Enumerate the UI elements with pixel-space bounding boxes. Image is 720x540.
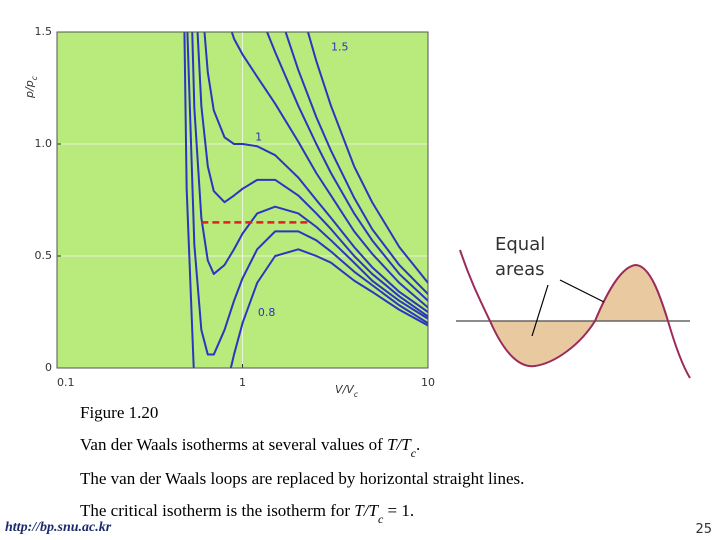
x-axis-label: V/Vc (335, 383, 359, 399)
y-tick-label: 1.5 (35, 25, 53, 38)
y-tick-label: 0 (45, 361, 52, 374)
y-axis-label-main: p/p (23, 80, 36, 99)
figure-number: Figure 1.20 (80, 403, 158, 422)
leader-line (531, 284, 549, 337)
page-number: 25 (695, 522, 712, 537)
x-axis-label-sub: c (354, 390, 359, 399)
y-axis-label: p/pc (23, 75, 39, 99)
isotherm-label: 1 (255, 130, 262, 143)
x-axis-label-main: V/V (335, 383, 355, 396)
y-tick-label: 1.0 (35, 137, 53, 150)
x-tick-label: 1 (239, 376, 246, 389)
isotherm (284, 32, 428, 295)
isotherm (306, 32, 428, 284)
isotherm (230, 32, 428, 309)
area-upper (595, 265, 668, 321)
inset-label: Equal (495, 234, 545, 255)
caption-line: The critical isotherm is the isotherm fo… (80, 501, 414, 526)
leader-line (559, 279, 605, 303)
caption-line: The van der Waals loops are replaced by … (80, 469, 524, 488)
series-group (183, 32, 428, 368)
caption-line: Van der Waals isotherms at several value… (80, 435, 420, 460)
isotherm-label: 1.5 (331, 41, 349, 54)
inset-label: areas (495, 259, 545, 280)
equal-areas-inset: Equal areas (456, 234, 691, 379)
x-tick-label: 0.1 (57, 376, 75, 389)
isotherm (186, 32, 428, 356)
caption-text: . (416, 435, 420, 454)
isotherm (196, 32, 428, 318)
isotherm (203, 32, 428, 313)
isotherm (183, 32, 428, 368)
footer-url[interactable]: http://bp.snu.ac.kr (5, 520, 112, 535)
caption-sub: c (411, 446, 417, 460)
loop-curve (459, 249, 691, 379)
caption-sub: c (378, 512, 384, 526)
isotherm (265, 32, 428, 302)
area-lower (490, 321, 595, 367)
plot-frame (56, 31, 429, 369)
caption-var: T/T (387, 435, 412, 454)
y-tick-label: 0.5 (35, 249, 53, 262)
isotherm (191, 32, 428, 320)
caption-text: Van der Waals isotherms at several value… (80, 435, 387, 454)
y-axis-label-sub: c (30, 75, 39, 80)
caption-text: = 1. (383, 501, 414, 520)
isotherm-label: 0.8 (258, 306, 276, 319)
caption-text: The critical isotherm is the isotherm fo… (80, 501, 354, 520)
caption-var: T/T (354, 501, 379, 520)
x-tick-label: 10 (421, 376, 435, 389)
